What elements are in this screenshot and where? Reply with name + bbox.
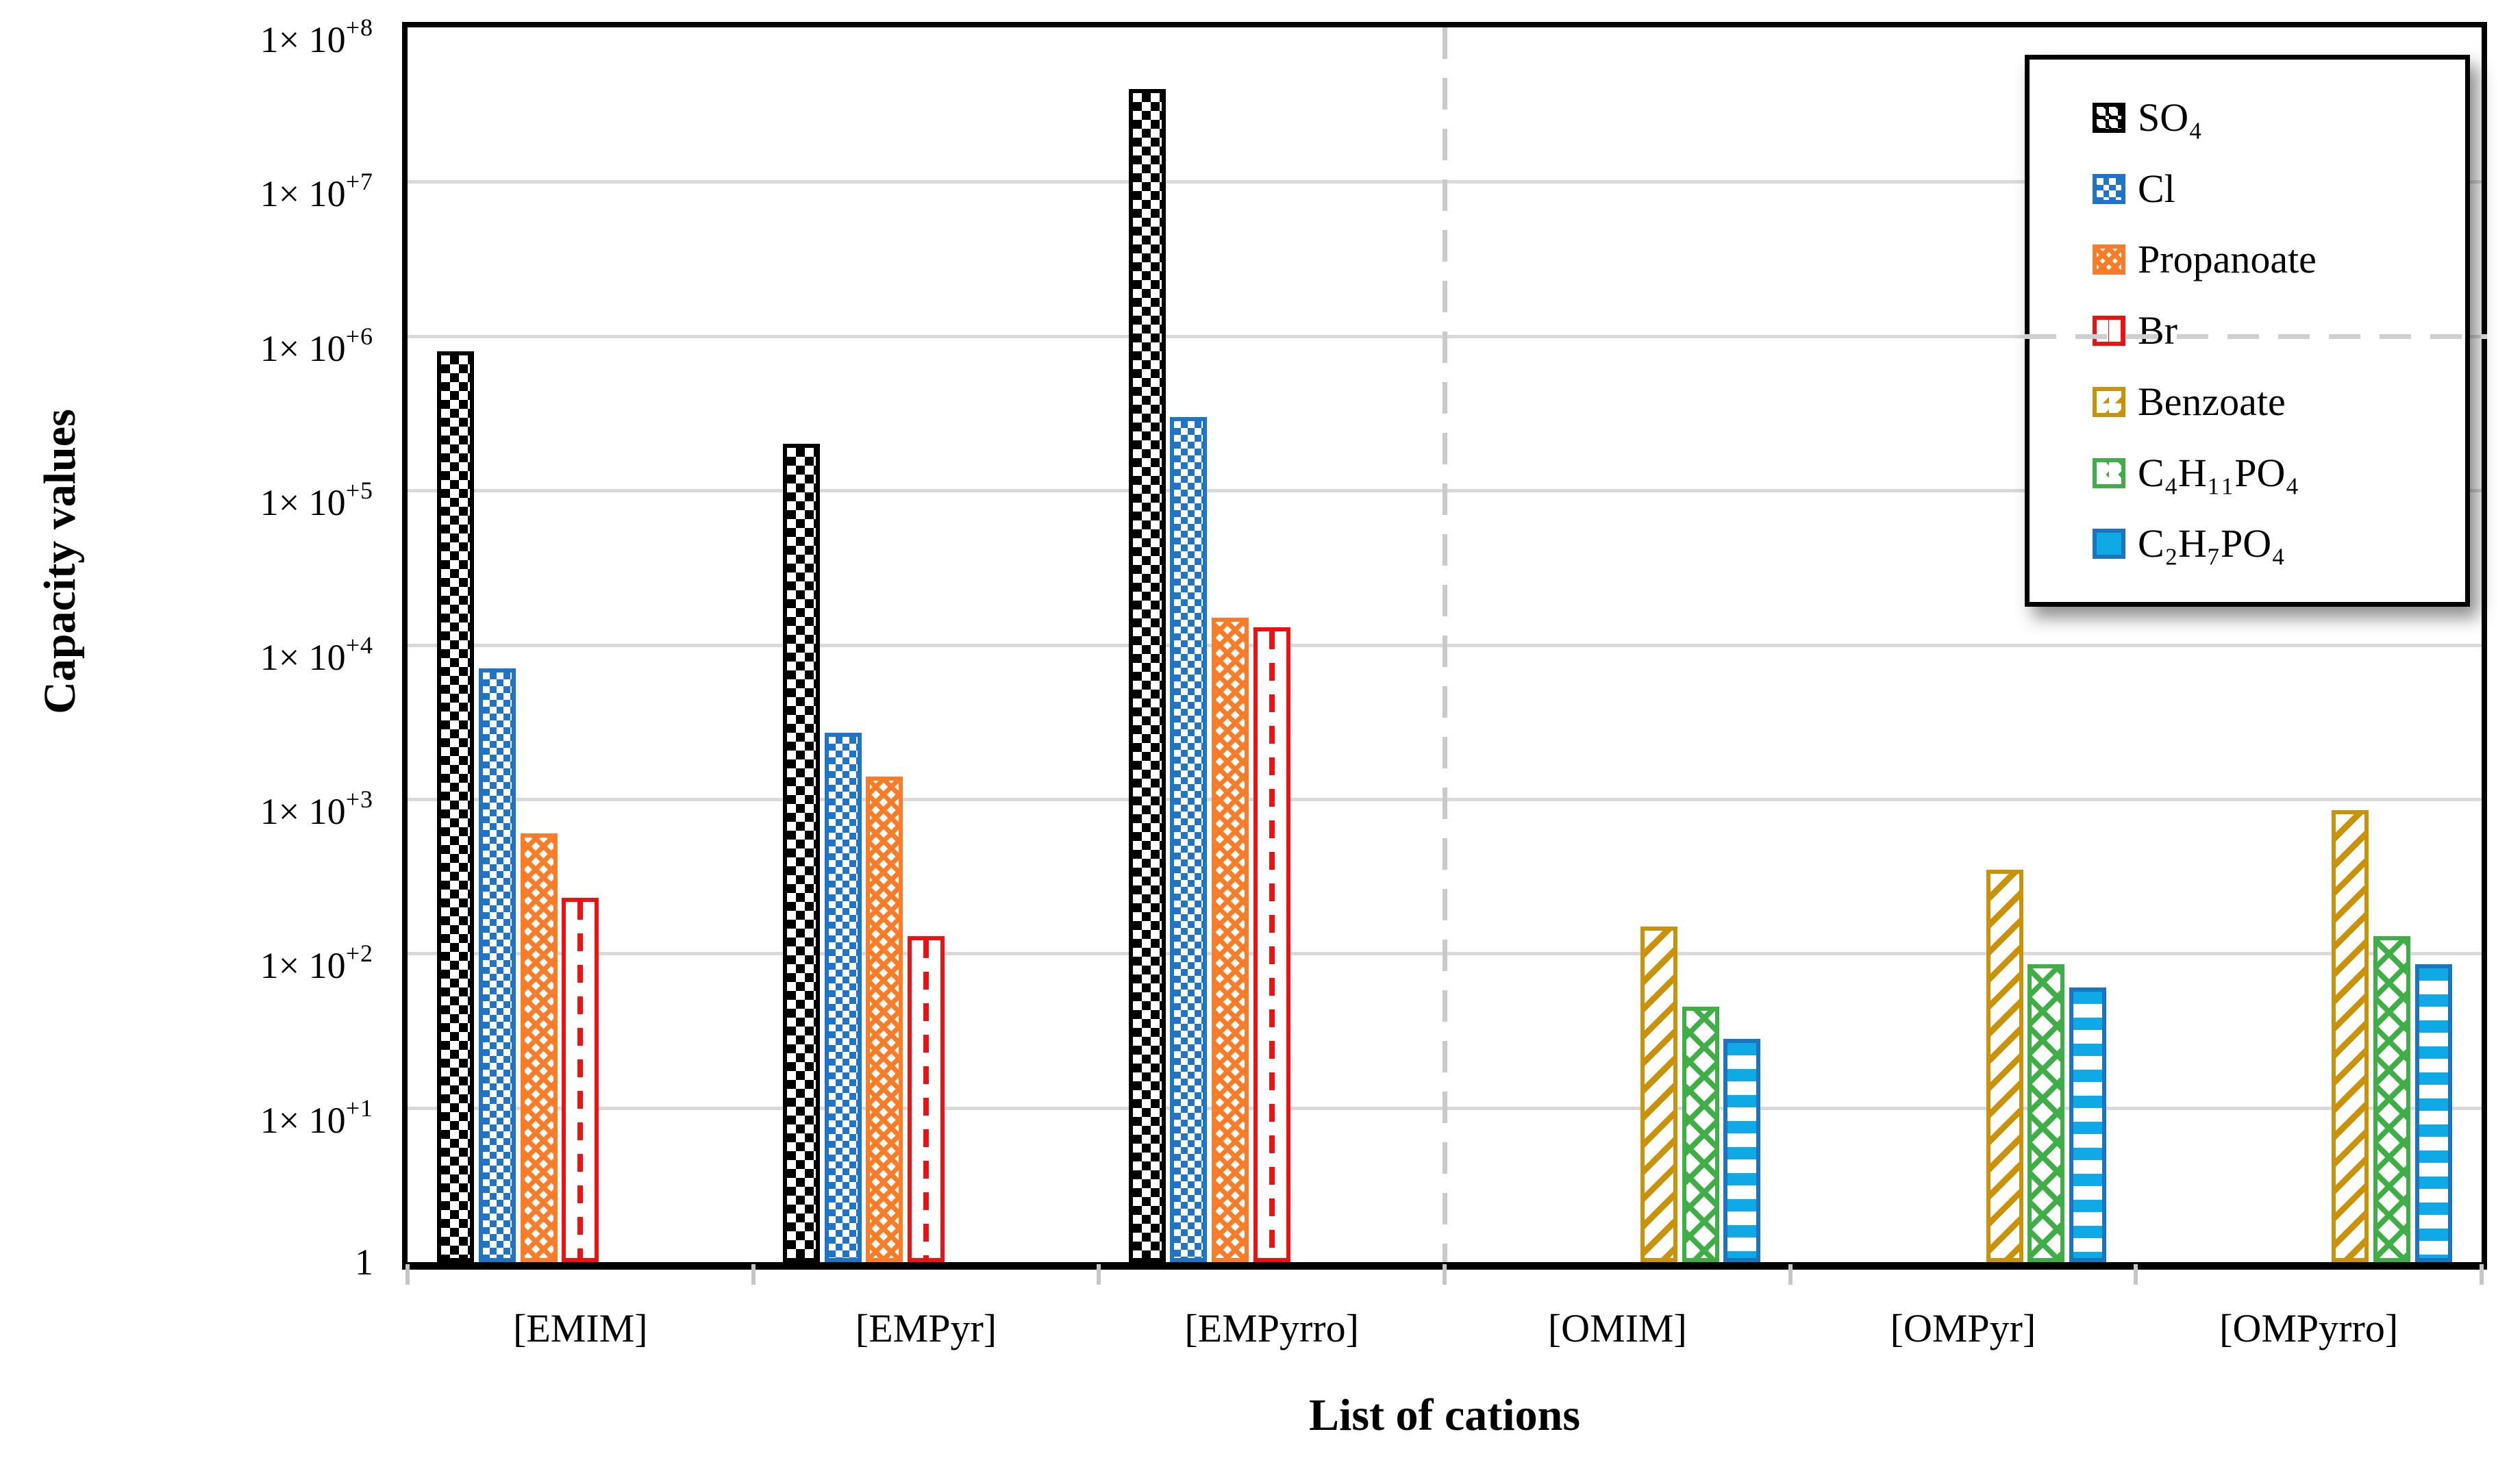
x-axis-title: List of cations [1309, 1390, 1580, 1440]
bar-propanoate-2 [1212, 617, 1249, 1262]
legend-row-cl: Cl [2030, 166, 2465, 211]
legend-rows: SO₄ Cl Propanoate Br Benzoate C₄H₁₁PO₄ C₂H₇PO₄ [2030, 60, 2465, 602]
legend-row-so4: SO₄ [2030, 95, 2465, 140]
bar-so4-0 [437, 351, 475, 1262]
y-tick-label-100000: 1× 10+5 [260, 477, 373, 524]
legend-swatch-c2h7po4 [2093, 529, 2125, 559]
bar-br-0 [562, 897, 599, 1262]
category-boundary-tick [1097, 1264, 1101, 1285]
category-boundary-tick [405, 1264, 410, 1285]
y-tick-label-10000000: 1× 10+7 [260, 168, 373, 215]
bar-so4-1 [783, 444, 820, 1262]
bar-benzoate-3 [1640, 926, 1677, 1262]
bar-cl-1 [824, 732, 862, 1262]
legend-swatch-so4 [2093, 102, 2125, 133]
x-tick-label-omim: [OMIM] [1547, 1306, 1687, 1350]
legend-swatch-propanoate [2093, 244, 2125, 275]
legend-row-br: Br [2030, 311, 2465, 351]
legend-dashed-gridline [2025, 334, 2487, 339]
x-tick-label-ompyrro: [OMPyrro] [2219, 1306, 2399, 1350]
legend-row-c2h7po4: C₂H₇PO₄ [2030, 524, 2465, 564]
legend-row-benzoate: Benzoate [2030, 379, 2465, 424]
bar-propanoate-1 [866, 776, 903, 1262]
legend-label-cl: Cl [2138, 166, 2175, 211]
bar-br-1 [908, 935, 945, 1262]
bar-br-2 [1253, 627, 1290, 1262]
x-tick-label-empyrro: [EMPyrro] [1184, 1306, 1359, 1350]
bar-c2h7po4-4 [2069, 988, 2106, 1262]
legend-swatch-cl [2093, 173, 2125, 204]
legend-label-benzoate: Benzoate [2138, 379, 2286, 424]
x-tick-label-empyr: [EMPyr] [855, 1306, 997, 1350]
y-tick-label-1: 1 [355, 1242, 373, 1283]
bar-c4h11po4-3 [1682, 1007, 1719, 1262]
y-tick-label-10000: 1× 10+4 [260, 631, 373, 678]
legend: SO₄ Cl Propanoate Br Benzoate C₄H₁₁PO₄ C₂H₇PO₄ [2025, 55, 2470, 607]
legend-label-so4: SO₄ [2138, 95, 2203, 140]
x-tick-label-emim: [EMIM] [513, 1306, 648, 1350]
category-boundary-tick [2134, 1264, 2138, 1285]
category-boundary-tick [1788, 1264, 1793, 1285]
bar-c2h7po4-5 [2414, 964, 2452, 1262]
legend-label-c4h11po4: C₄H₁₁PO₄ [2138, 450, 2299, 495]
bar-so4-2 [1128, 88, 1166, 1262]
x-tick-label-ompyr: [OMPyr] [1890, 1306, 2036, 1350]
bar-benzoate-5 [2332, 809, 2369, 1262]
bar-c2h7po4-3 [1723, 1038, 1761, 1262]
y-tick-label-100000000: 1× 10+8 [260, 14, 373, 60]
category-boundary-tick [2480, 1264, 2484, 1285]
legend-row-propanoate: Propanoate [2030, 240, 2465, 279]
bar-cl-2 [1170, 416, 1208, 1262]
bar-c4h11po4-5 [2373, 935, 2410, 1262]
legend-row-c4h11po4: C₄H₁₁PO₄ [2030, 453, 2465, 493]
category-boundary-tick [751, 1264, 756, 1285]
y-tick-label-10: 1× 10+1 [260, 1094, 373, 1141]
legend-label-c2h7po4: C₂H₇PO₄ [2138, 521, 2286, 566]
legend-swatch-br [2093, 316, 2125, 346]
legend-label-br: Br [2138, 308, 2177, 353]
bar-cl-0 [479, 668, 516, 1262]
bar-benzoate-4 [1986, 869, 2023, 1262]
em-om-divider-dashed-line [1443, 27, 1447, 1262]
legend-swatch-benzoate [2093, 386, 2125, 417]
y-tick-label-100: 1× 10+2 [260, 940, 373, 987]
legend-label-propanoate: Propanoate [2138, 237, 2317, 282]
y-tick-label-1000: 1× 10+3 [260, 785, 373, 832]
bar-c4h11po4-4 [2027, 964, 2065, 1262]
legend-swatch-c4h11po4 [2093, 457, 2125, 488]
y-tick-label-1000000: 1× 10+6 [260, 322, 373, 369]
bar-propanoate-0 [520, 833, 558, 1262]
category-boundary-tick [1443, 1264, 1447, 1285]
